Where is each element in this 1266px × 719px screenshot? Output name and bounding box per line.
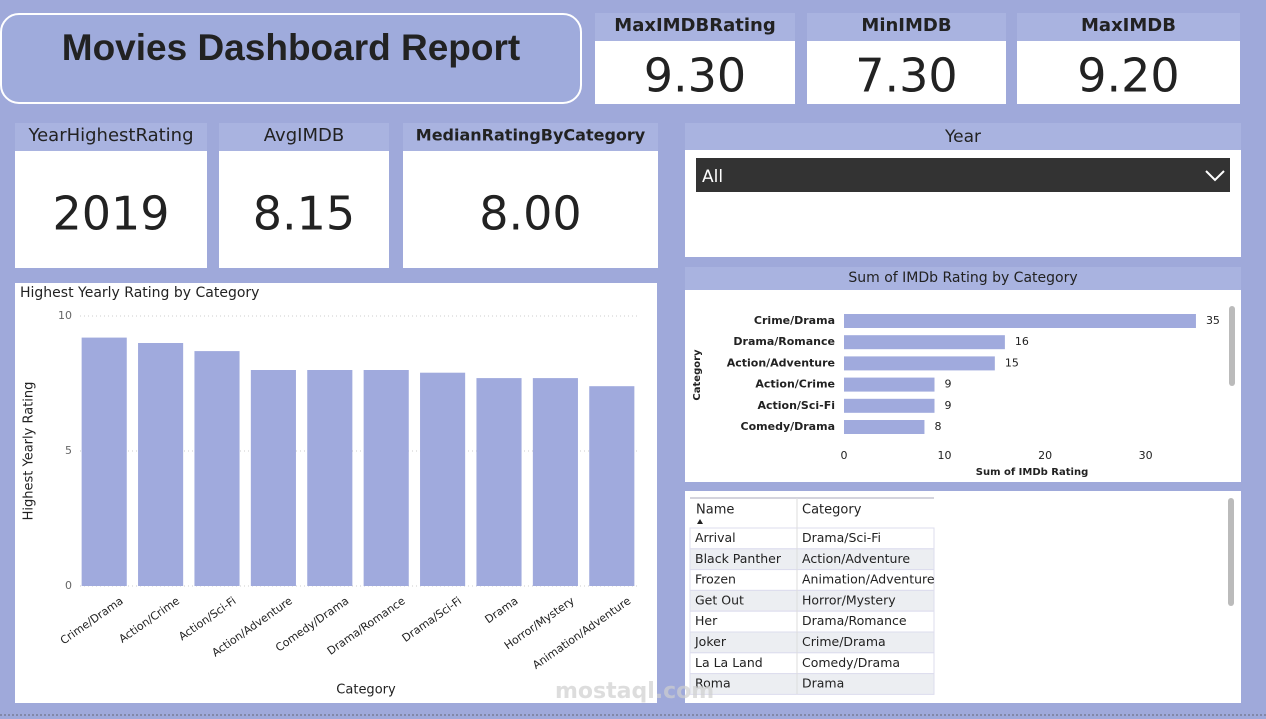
scrollbar[interactable] bbox=[1229, 306, 1235, 386]
card-value: 8.00 bbox=[479, 187, 581, 241]
card-label: MaxIMDBRating bbox=[614, 15, 775, 36]
table-cell: Crime/Drama bbox=[802, 634, 886, 649]
table-cell: Black Panther bbox=[695, 551, 782, 566]
table-cell: Drama/Sci-Fi bbox=[802, 530, 881, 545]
sort-arrow bbox=[697, 519, 703, 524]
dashboard-title: Movies Dashboard Report bbox=[62, 27, 520, 68]
table-cell: Frozen bbox=[695, 572, 736, 587]
card-header bbox=[403, 123, 658, 151]
bar bbox=[138, 343, 184, 586]
table-cell: Roma bbox=[695, 676, 731, 691]
card-header bbox=[1017, 13, 1240, 41]
y-tick-label: Action/Adventure bbox=[727, 356, 835, 369]
x-tick-label: 0 bbox=[841, 449, 848, 462]
card-header bbox=[595, 13, 795, 41]
data-label: 16 bbox=[1015, 335, 1029, 348]
card-header bbox=[15, 123, 207, 151]
bar bbox=[81, 337, 127, 586]
x-tick-label: 20 bbox=[1038, 449, 1052, 462]
y-tick-label: 10 bbox=[58, 309, 72, 322]
chart-header bbox=[685, 267, 1241, 290]
card-value: 9.20 bbox=[1077, 49, 1179, 103]
bar bbox=[844, 356, 995, 371]
bar bbox=[476, 378, 522, 586]
title-box bbox=[0, 13, 582, 104]
card-value: 8.15 bbox=[253, 187, 355, 241]
y-tick-label: Crime/Drama bbox=[754, 314, 835, 327]
watermark: mostaql.com bbox=[555, 679, 714, 704]
chart-title: Highest Yearly Rating by Category bbox=[20, 285, 259, 301]
chevron bbox=[1205, 170, 1225, 182]
x-axis-label: Sum of IMDb Rating bbox=[976, 467, 1088, 478]
table-cell: Comedy/Drama bbox=[802, 655, 900, 670]
y-tick-label: 5 bbox=[65, 444, 72, 457]
scrollbar[interactable] bbox=[1228, 498, 1234, 606]
table-cell: Arrival bbox=[695, 530, 736, 545]
x-tick-label: 10 bbox=[938, 449, 952, 462]
card-label: MedianRatingByCategory bbox=[416, 126, 646, 145]
table-cell: Drama/Romance bbox=[802, 613, 907, 628]
card-label: MinIMDB bbox=[861, 15, 951, 36]
bar bbox=[844, 314, 1196, 328]
y-axis-label: Highest Yearly Rating bbox=[22, 382, 37, 521]
card-value: 9.30 bbox=[644, 49, 746, 103]
data-label: 35 bbox=[1206, 314, 1220, 327]
y-tick-label: Action/Crime bbox=[755, 378, 835, 391]
card-label: MaxIMDB bbox=[1081, 15, 1176, 36]
table-cell: Action/Adventure bbox=[802, 551, 910, 566]
data-label: 8 bbox=[934, 420, 941, 433]
bar bbox=[420, 372, 466, 586]
bar bbox=[532, 378, 578, 586]
dropdown[interactable] bbox=[696, 158, 1230, 192]
card-label: YearHighestRating bbox=[27, 125, 193, 146]
chart-title: Sum of IMDb Rating by Category bbox=[848, 270, 1077, 286]
bar bbox=[250, 370, 296, 586]
x-axis-label: Category bbox=[336, 683, 396, 698]
y-tick-label: Action/Sci-Fi bbox=[757, 399, 835, 412]
chart-panel bbox=[685, 267, 1241, 482]
bar bbox=[589, 386, 635, 586]
table-cell: Joker bbox=[694, 634, 727, 649]
bar bbox=[844, 377, 935, 392]
data-label: 9 bbox=[945, 378, 952, 391]
table-cell: Her bbox=[695, 613, 718, 628]
slicer-header bbox=[685, 123, 1241, 150]
card-header bbox=[219, 123, 389, 151]
slicer-title: Year bbox=[944, 127, 981, 147]
table-cell: Drama bbox=[802, 676, 844, 691]
table-cell: La La Land bbox=[695, 655, 763, 670]
data-label: 15 bbox=[1005, 356, 1019, 369]
bar bbox=[844, 420, 925, 434]
bar bbox=[194, 351, 240, 586]
y-tick-label: Comedy/Drama bbox=[741, 420, 835, 433]
card-label: AvgIMDB bbox=[264, 125, 344, 146]
bar bbox=[307, 370, 353, 586]
card-value: 2019 bbox=[52, 187, 169, 241]
bar bbox=[363, 370, 409, 586]
column-header: Name bbox=[696, 503, 734, 518]
card-header bbox=[807, 13, 1006, 41]
y-axis-label: Category bbox=[692, 349, 703, 401]
column-header: Category bbox=[802, 503, 862, 518]
x-tick-label: 30 bbox=[1139, 449, 1153, 462]
y-tick-label: 0 bbox=[65, 579, 72, 592]
dropdown-value: All bbox=[702, 167, 723, 187]
card-value: 7.30 bbox=[855, 49, 957, 103]
table-cell: Horror/Mystery bbox=[802, 592, 896, 607]
table-cell: Animation/Adventure bbox=[802, 572, 935, 587]
y-tick-label: Drama/Romance bbox=[733, 335, 835, 348]
bar bbox=[844, 335, 1005, 350]
table-row bbox=[689, 673, 935, 695]
bar bbox=[844, 398, 935, 413]
table-cell: Get Out bbox=[695, 592, 744, 607]
data-label: 9 bbox=[945, 399, 952, 412]
